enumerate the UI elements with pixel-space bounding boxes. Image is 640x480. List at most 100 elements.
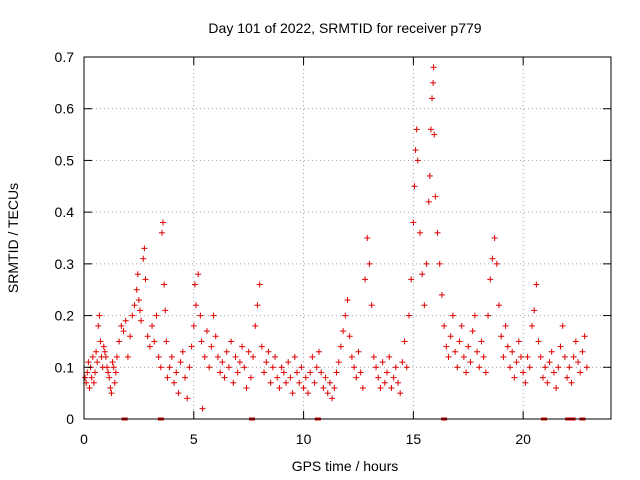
y-tick-label: 0.1 (55, 359, 75, 375)
data-point (146, 343, 153, 350)
data-point (445, 353, 452, 360)
data-point (252, 322, 259, 329)
data-point (480, 353, 487, 360)
x-tick-label: 10 (296, 431, 312, 447)
data-point (340, 328, 347, 335)
data-point (155, 353, 162, 360)
data-point (524, 353, 531, 360)
data-point (175, 390, 182, 397)
data-point (416, 229, 423, 236)
data-point (342, 312, 349, 319)
data-point (256, 281, 263, 288)
y-axis-label: SRMTID / TECUs (5, 183, 21, 293)
data-point (395, 379, 402, 386)
data-point (333, 369, 340, 376)
data-point (144, 333, 151, 340)
data-point (100, 343, 107, 350)
x-tick-label: 0 (80, 431, 88, 447)
data-point (485, 312, 492, 319)
data-point (161, 281, 168, 288)
data-point (210, 312, 217, 319)
data-point (173, 369, 180, 376)
data-point (116, 338, 123, 345)
data-point (423, 260, 430, 267)
data-point (546, 359, 553, 366)
data-point (526, 364, 533, 371)
data-point (86, 384, 93, 391)
data-point (304, 390, 311, 397)
data-point (153, 312, 160, 319)
data-point (171, 379, 178, 386)
data-point (250, 353, 257, 360)
data-point (337, 343, 344, 350)
data-point (489, 255, 496, 262)
data-point (583, 364, 590, 371)
data-point (219, 359, 226, 366)
data-point (90, 379, 97, 386)
data-point (101, 348, 108, 355)
data-point (203, 328, 210, 335)
data-point (326, 379, 333, 386)
data-point (331, 384, 338, 391)
data-point (315, 348, 322, 355)
data-point (313, 364, 320, 371)
data-point (263, 359, 270, 366)
data-point (443, 343, 450, 350)
data-point (283, 379, 290, 386)
data-point (359, 384, 366, 391)
data-point (438, 291, 445, 298)
data-point (364, 235, 371, 241)
data-point (542, 364, 549, 371)
data-point (421, 302, 428, 309)
data-point (431, 131, 438, 138)
data-point (302, 374, 309, 381)
data-point (465, 343, 472, 350)
data-point (107, 384, 114, 391)
data-point (160, 219, 167, 226)
data-point (572, 338, 579, 345)
data-point (474, 348, 481, 355)
data-point (133, 286, 140, 293)
data-points (82, 64, 590, 421)
data-point (94, 359, 101, 366)
data-point (384, 369, 391, 376)
data-point (471, 312, 478, 319)
data-point (274, 374, 281, 381)
data-point (506, 364, 513, 371)
data-point (217, 369, 224, 376)
data-point (112, 369, 119, 376)
plot-frame (83, 56, 612, 420)
data-point (208, 343, 215, 350)
data-point (113, 353, 120, 360)
data-point (318, 369, 325, 376)
data-point (88, 374, 95, 381)
data-point (427, 126, 434, 133)
data-point (447, 333, 454, 340)
data-point (201, 353, 208, 360)
data-point (515, 338, 522, 345)
data-point (127, 333, 134, 340)
y-tick-label: 0 (66, 411, 74, 427)
data-point (212, 333, 219, 340)
data-point (158, 229, 165, 236)
data-point (300, 384, 307, 391)
data-point (289, 390, 296, 397)
data-point (320, 384, 327, 391)
data-point (118, 322, 125, 329)
data-point (96, 312, 103, 319)
data-point (129, 312, 136, 319)
data-point (432, 193, 439, 200)
data-point (140, 255, 147, 262)
data-point (138, 317, 145, 324)
data-point (568, 379, 575, 386)
data-point (377, 384, 384, 391)
data-point (309, 353, 316, 360)
data-point (496, 302, 503, 309)
data-point (151, 338, 158, 345)
data-point (493, 260, 500, 267)
data-point (482, 369, 489, 376)
data-point (106, 374, 113, 381)
data-point (89, 353, 96, 360)
data-point (426, 172, 433, 179)
